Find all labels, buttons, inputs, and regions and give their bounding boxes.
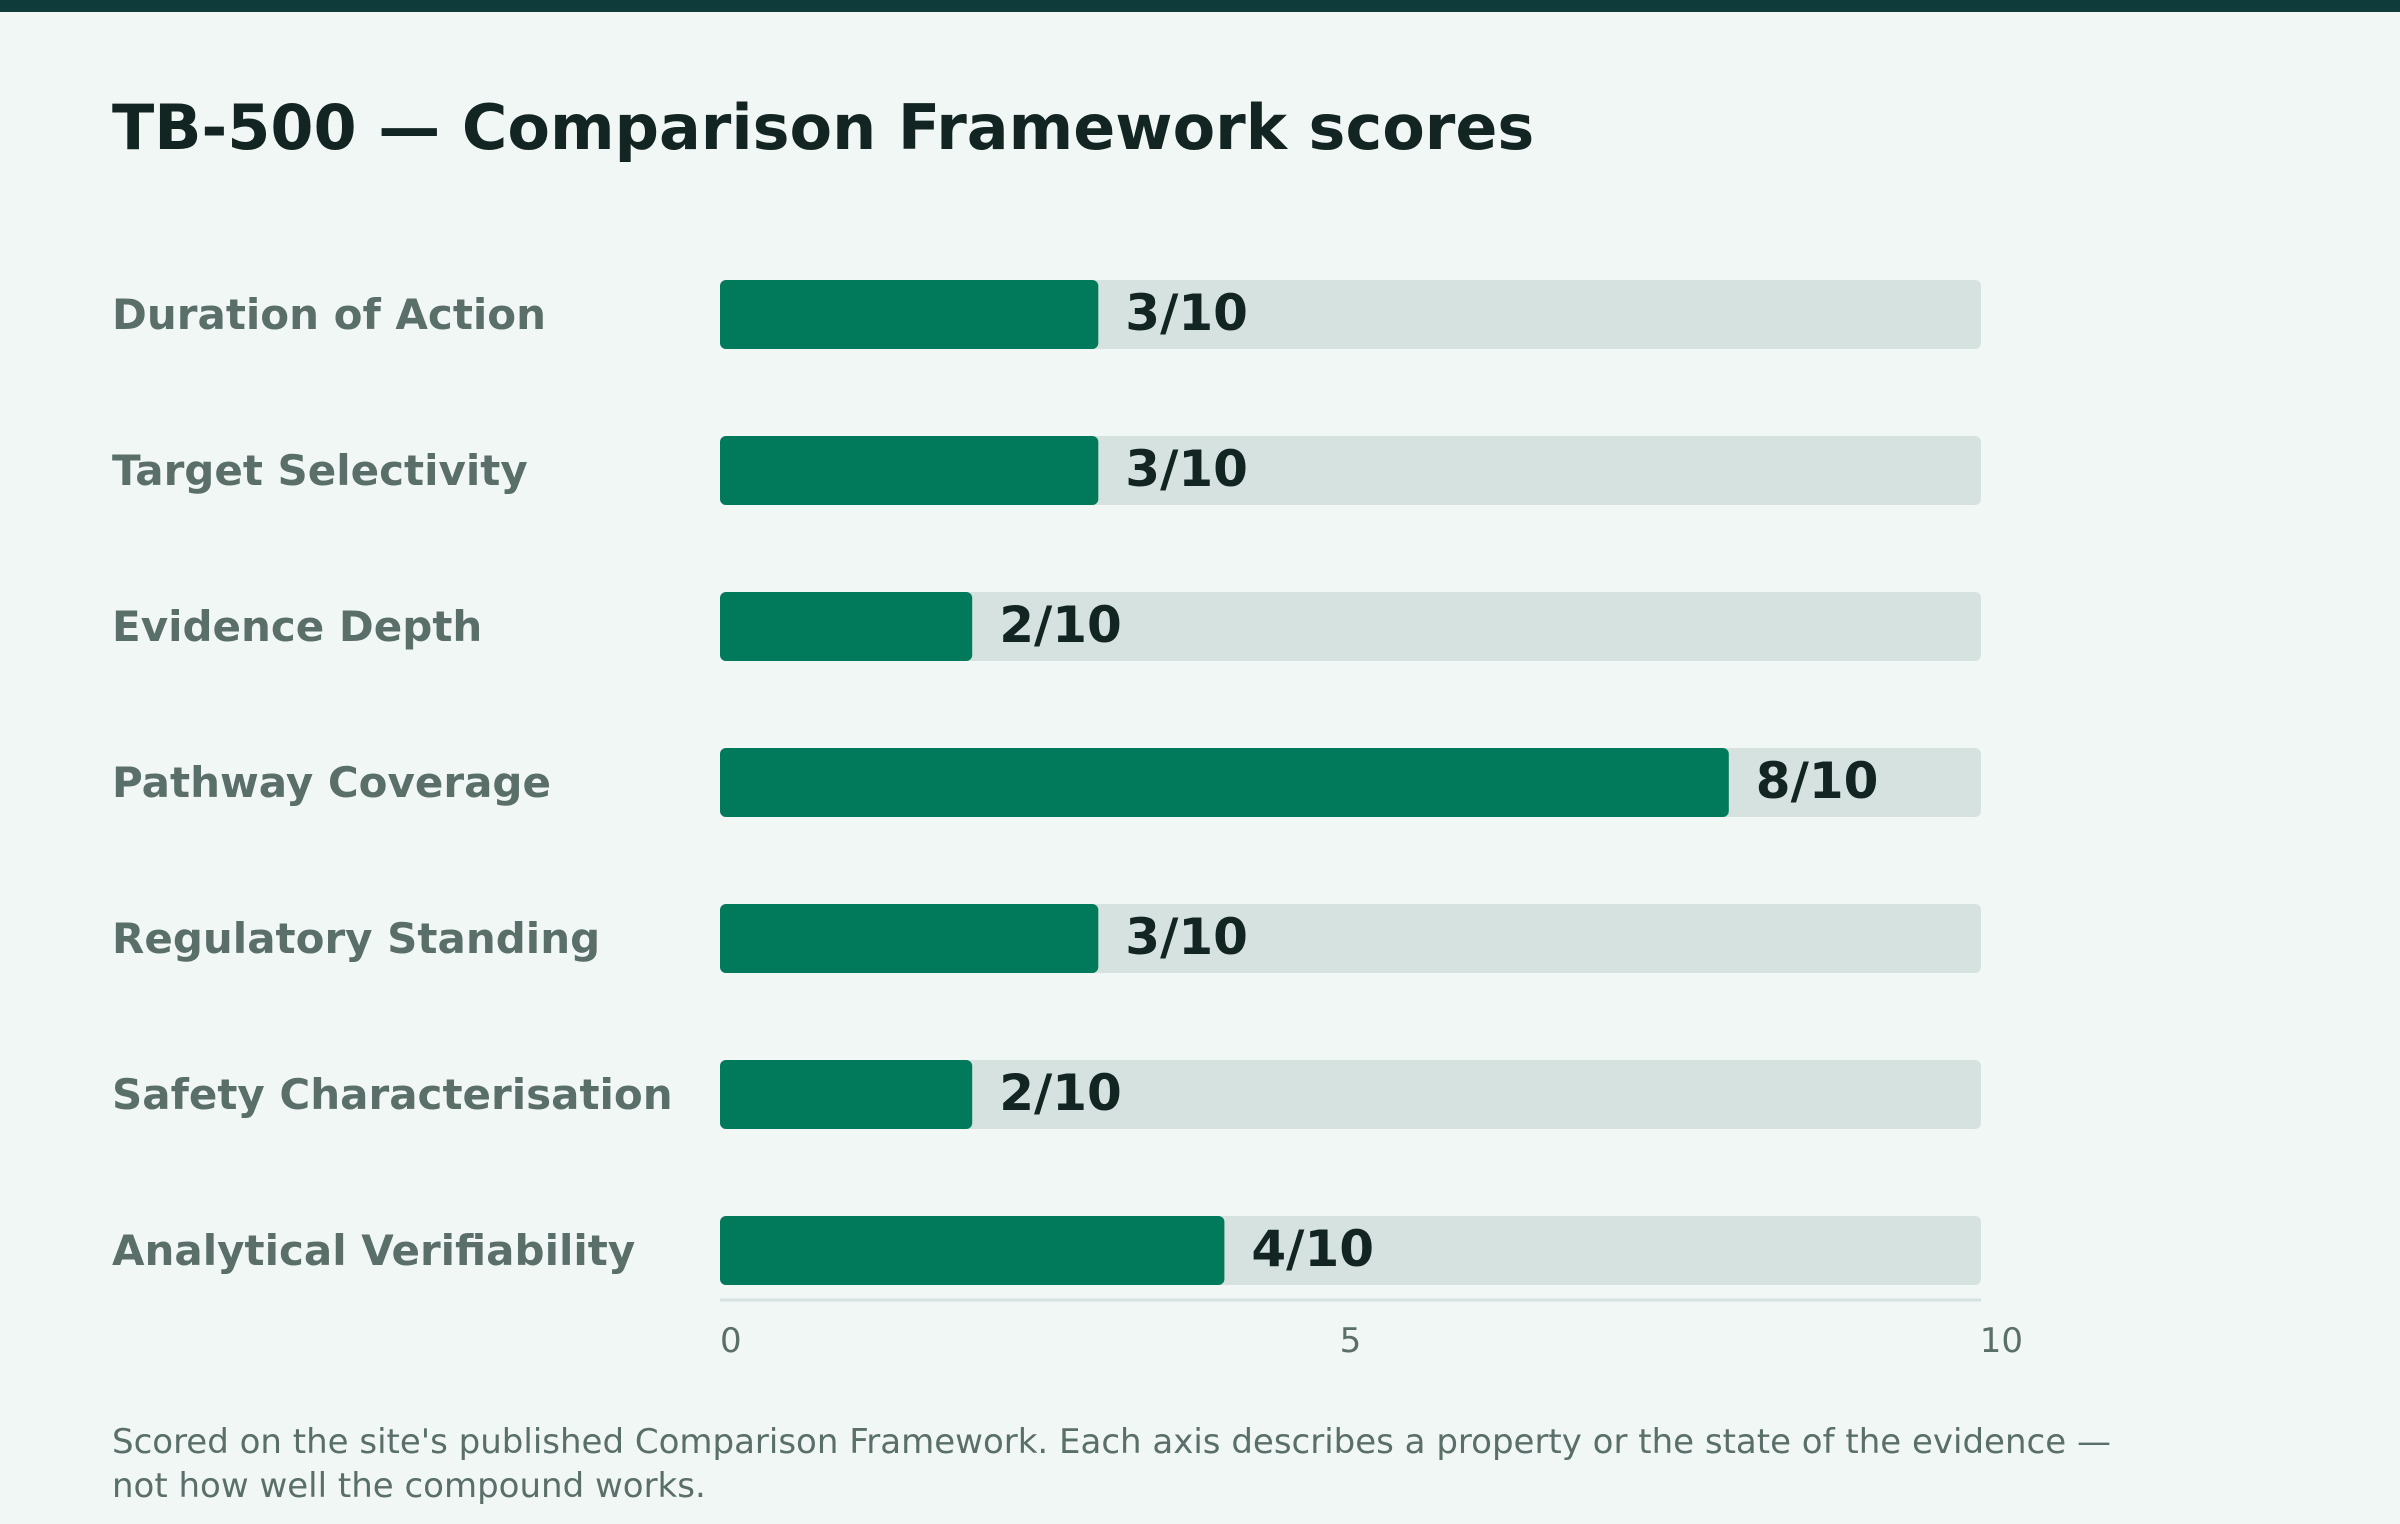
bar-track — [720, 1060, 1981, 1129]
value-label: 3/10 — [1125, 908, 1248, 966]
bar — [720, 1216, 1225, 1285]
category-label: Safety Characterisation — [112, 1070, 673, 1119]
value-label: 2/10 — [999, 1064, 1122, 1122]
bar-chart: Duration of Action 3/10 Target Selectivity… — [112, 280, 2023, 1361]
value-label: 3/10 — [1125, 440, 1248, 498]
value-label: 8/10 — [1756, 752, 1879, 810]
bar — [720, 1060, 973, 1129]
value-label: 4/10 — [1251, 1220, 1374, 1278]
bar — [720, 592, 973, 661]
value-label: 2/10 — [999, 596, 1122, 654]
x-tick-label: 10 — [1980, 1321, 2023, 1361]
bar — [720, 748, 1729, 817]
bar — [720, 280, 1099, 349]
category-label: Pathway Coverage — [112, 758, 551, 807]
chart-title: TB-500 — Comparison Framework scores — [112, 91, 1535, 164]
x-tick-label: 5 — [1340, 1321, 1362, 1361]
category-label: Analytical Verifiability — [112, 1226, 635, 1275]
category-label: Duration of Action — [112, 290, 546, 339]
bar — [720, 436, 1099, 505]
top-accent-bar — [0, 0, 2400, 12]
bar-track — [720, 592, 1981, 661]
bar — [720, 904, 1099, 973]
category-label: Target Selectivity — [112, 446, 528, 495]
category-label: Evidence Depth — [112, 602, 482, 651]
x-tick-label: 0 — [720, 1321, 742, 1361]
value-label: 3/10 — [1125, 284, 1248, 342]
footnote: Scored on the site's published Compariso… — [112, 1422, 2111, 1506]
category-label: Regulatory Standing — [112, 914, 600, 963]
